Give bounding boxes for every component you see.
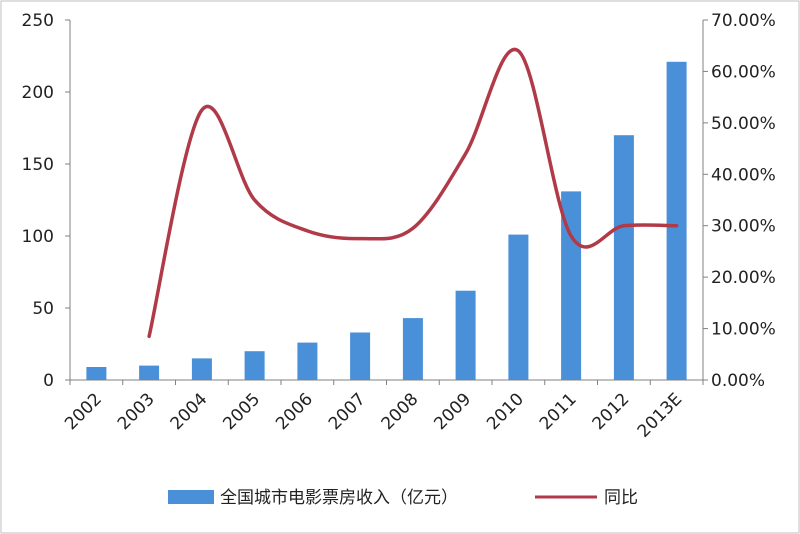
bar-series: [86, 61, 687, 381]
x-tick-label: 2003: [114, 389, 159, 434]
bar-2012: [613, 135, 634, 380]
right-tick-label: 20.00%: [711, 268, 776, 288]
bar-2006: [297, 342, 318, 380]
right-tick-label: 50.00%: [711, 114, 776, 134]
x-tick-label: 2004: [167, 389, 212, 434]
line-point-2012: [623, 225, 625, 227]
bar-2008: [402, 318, 423, 380]
right-tick-label: 30.00%: [711, 217, 776, 237]
line-point-2009: [465, 153, 467, 155]
x-tick-label: 2010: [483, 389, 528, 434]
legend-line-label: 同比: [604, 488, 638, 508]
line-point-2005: [254, 199, 256, 201]
line-point-2008: [412, 227, 414, 229]
right-axis-labels: 0.00% 10.00% 20.00% 30.00% 40.00% 50.00% 60.00…: [711, 11, 776, 391]
line-point-2006: [306, 230, 308, 232]
bar-2002: [86, 367, 107, 380]
left-axis-labels: 0 50 100 150 200 250: [22, 11, 54, 391]
x-tick-label: 2011: [536, 389, 581, 434]
bar-2005: [244, 351, 265, 380]
line-series: [147, 47, 679, 339]
x-tick-label: 2013E: [634, 389, 686, 441]
line-point-2011: [570, 235, 572, 237]
x-axis-labels: 2002 2003 2004 2005 2006 2007 2008 2009 2010 2011…: [61, 389, 686, 441]
left-tick-label: 200: [22, 83, 54, 103]
right-tick-label: 40.00%: [711, 165, 776, 185]
left-tick-label: 0: [43, 371, 54, 391]
right-tick-label: 0.00%: [711, 371, 765, 391]
line-point-2004: [201, 109, 203, 111]
line-point-2003: [148, 335, 150, 337]
left-tick-label: 100: [22, 227, 54, 247]
bar-2010: [508, 234, 529, 380]
right-tick-label: 60.00%: [711, 62, 776, 82]
x-tick-label: 2008: [378, 389, 423, 434]
x-tick-label: 2007: [325, 389, 370, 434]
x-tick-label: 2005: [219, 389, 264, 434]
left-tick-label: 250: [22, 11, 54, 31]
bar-2004: [191, 358, 212, 380]
legend-bar-swatch: [168, 490, 214, 504]
x-tick-label: 2002: [61, 389, 106, 434]
x-tick-label: 2009: [430, 389, 475, 434]
left-tick-label: 50: [32, 299, 54, 319]
left-tick-label: 150: [22, 155, 54, 175]
bar-2007: [350, 332, 371, 380]
yoy-line: [147, 47, 679, 339]
bar-2011: [561, 191, 582, 380]
bar-2013E: [666, 61, 687, 381]
x-tick-label: 2012: [589, 389, 634, 434]
line-point-2010: [517, 50, 519, 52]
right-tick-label: 70.00%: [711, 11, 776, 31]
line-point-2007: [359, 238, 361, 240]
legend: 全国城市电影票房收入（亿元） 同比: [168, 488, 638, 508]
axes: [65, 19, 708, 385]
x-tick-label: 2006: [272, 389, 317, 434]
bar-2009: [455, 290, 476, 380]
bar-2003: [139, 365, 160, 380]
right-tick-label: 10.00%: [711, 320, 776, 340]
line-point-2013E: [676, 225, 678, 227]
legend-bar-label: 全国城市电影票房收入（亿元）: [220, 488, 458, 508]
